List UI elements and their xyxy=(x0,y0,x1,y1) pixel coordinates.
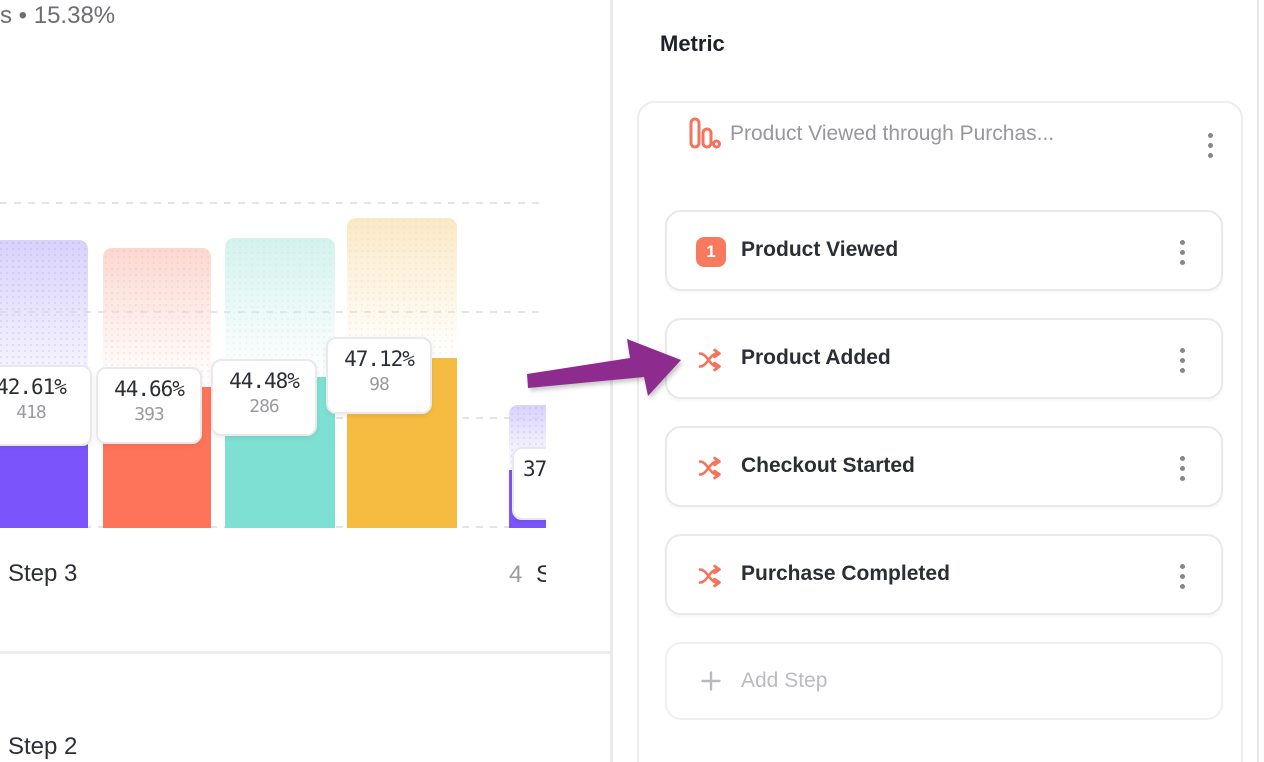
step-label: Product Added xyxy=(741,346,891,369)
section-separator xyxy=(0,651,610,654)
bar-value-label: 44.66% 393 xyxy=(96,367,202,444)
conversion-percent: 47.12% xyxy=(344,347,415,371)
bar-value-label: 42.61% 418 xyxy=(0,365,92,446)
conversion-count: 418 xyxy=(16,402,47,423)
conversion-percent: 44.48% xyxy=(229,369,300,393)
funnel-chart-icon xyxy=(689,117,721,156)
shuffle-icon xyxy=(698,564,725,593)
conversion-count: 98 xyxy=(369,374,390,395)
metric-panel-heading: Metric xyxy=(660,31,725,56)
chart-plot-area: 42.61% 418 44.66% 393 44.48% 286 47.12% … xyxy=(0,0,546,762)
funnel-step-card-product-added[interactable]: Product Added xyxy=(665,318,1223,399)
chart-header-fragment: s • 15.38% xyxy=(0,2,116,29)
axis-label-step4-number: 4 xyxy=(509,561,523,588)
step-label: Product Viewed xyxy=(741,238,899,261)
panel-right-edge xyxy=(1257,0,1259,762)
funnel-chart-pane: s • 15.38% xyxy=(0,0,610,762)
add-step-button[interactable]: Add Step xyxy=(665,642,1223,720)
shuffle-icon xyxy=(698,456,725,485)
kebab-menu-icon[interactable] xyxy=(1173,232,1191,272)
step-number-badge: 1 xyxy=(696,237,726,267)
step-label: Checkout Started xyxy=(741,454,915,477)
kebab-menu-icon[interactable] xyxy=(1173,448,1191,488)
conversion-percent: 44.66% xyxy=(114,377,185,401)
add-step-label: Add Step xyxy=(741,669,828,692)
bar-value-label: 44.48% 286 xyxy=(211,359,317,436)
conversion-count: 286 xyxy=(249,396,280,417)
pane-divider xyxy=(610,0,613,762)
plus-icon xyxy=(700,670,722,697)
step-label: Purchase Completed xyxy=(741,562,950,585)
bar-light-segment xyxy=(225,238,335,377)
bar-light-segment xyxy=(347,218,457,358)
conversion-percent: 37 xyxy=(523,457,546,481)
bar-value-label: 47.12% 98 xyxy=(326,337,432,414)
shuffle-icon xyxy=(698,348,725,377)
section-label-step2: Step 2 xyxy=(8,733,78,760)
kebab-menu-icon[interactable] xyxy=(1173,556,1191,596)
funnel-step-card-checkout-started[interactable]: Checkout Started xyxy=(665,426,1223,507)
metric-card-header[interactable]: Product Viewed through Purchas... xyxy=(639,103,1241,187)
metric-title: Product Viewed through Purchas... xyxy=(730,122,1055,145)
conversion-count: 393 xyxy=(134,404,165,425)
bar-light-segment xyxy=(103,248,211,387)
conversion-percent: 42.61% xyxy=(0,375,67,399)
gridline xyxy=(0,202,546,204)
funnel-step-card-product-viewed[interactable]: 1 Product Viewed xyxy=(665,210,1223,291)
bar-value-label: 37 xyxy=(512,447,546,520)
axis-label-step3: Step 3 xyxy=(8,560,78,587)
metric-card: Product Viewed through Purchas... 1 Prod… xyxy=(637,101,1243,762)
kebab-menu-icon[interactable] xyxy=(1201,125,1219,165)
kebab-menu-icon[interactable] xyxy=(1173,340,1191,380)
funnel-step-card-purchase-completed[interactable]: Purchase Completed xyxy=(665,534,1223,615)
axis-label-step4-partial: S xyxy=(536,561,546,588)
